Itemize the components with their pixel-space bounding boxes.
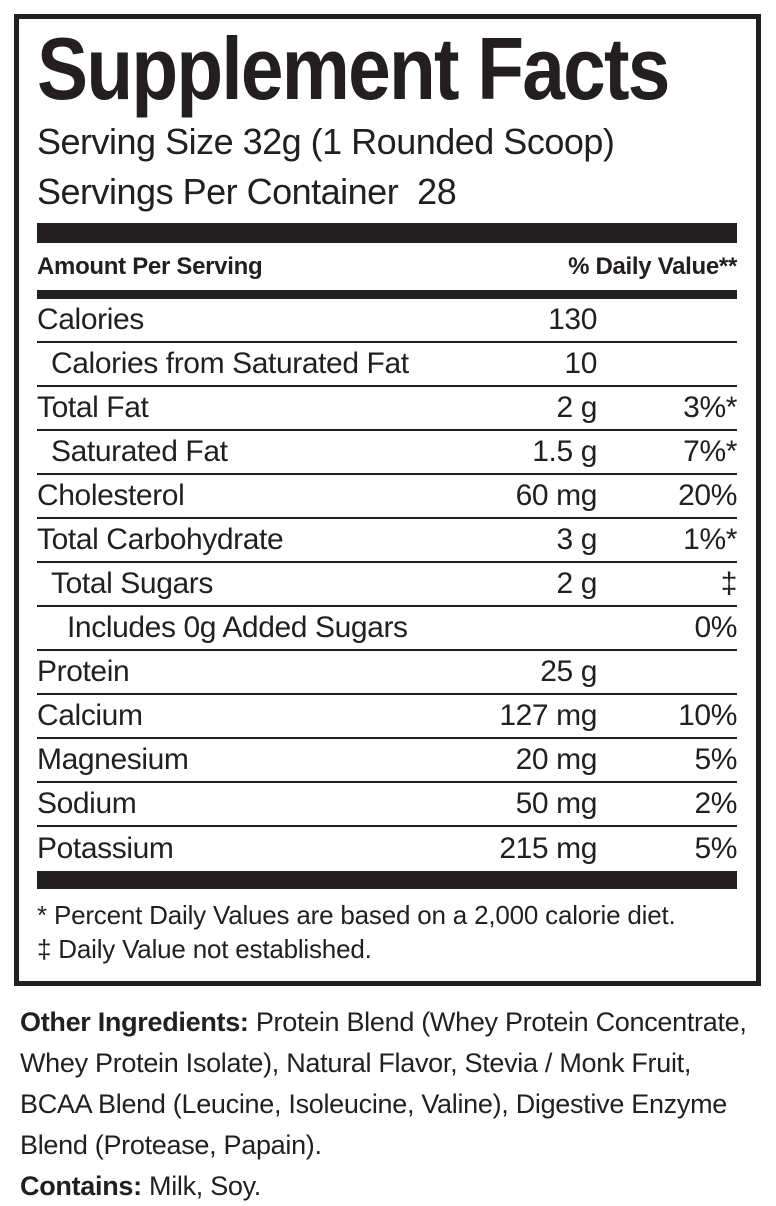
nutrient-name: Total Fat — [37, 391, 149, 424]
nutrient-row: Calories from Saturated Fat 10 — [37, 343, 737, 387]
nutrient-row: Total Fat 2 g 3%* — [37, 387, 737, 431]
other-ingredients-paragraph: Other Ingredients: Protein Blend (Whey P… — [20, 1002, 756, 1166]
nutrient-name: Protein — [37, 655, 130, 688]
ingredients-section: Other Ingredients: Protein Blend (Whey P… — [20, 1002, 756, 1206]
nutrient-name: Calcium — [37, 699, 143, 732]
nutrient-name: Total Carbohydrate — [37, 523, 284, 556]
nutrient-amount: 20 mg — [515, 743, 598, 776]
nutrient-row: Calories 130 — [37, 299, 737, 343]
nutrient-amount: 60 mg — [515, 479, 598, 512]
nutrient-row: Includes 0g Added Sugars 0% — [37, 607, 737, 651]
nutrient-row: Protein 25 g — [37, 651, 737, 695]
nutrient-row: Magnesium 20 mg 5% — [37, 739, 737, 783]
nutrient-name: Sodium — [37, 787, 137, 820]
divider-medium — [37, 290, 737, 299]
nutrient-name: Total Sugars — [51, 567, 213, 600]
nutrient-name: Calories — [37, 303, 144, 336]
nutrient-daily-value: 2% — [694, 787, 737, 820]
supplement-facts-panel: Supplement Facts Serving Size 32g (1 Rou… — [14, 14, 761, 986]
footnotes: * Percent Daily Values are based on a 2,… — [37, 889, 737, 981]
nutrient-daily-value: ‡ — [720, 567, 738, 600]
nutrient-amount: 10 — [564, 347, 597, 380]
footnote-percent-daily-values: * Percent Daily Values are based on a 2,… — [37, 900, 676, 930]
nutrient-amount: 2 g — [556, 391, 597, 424]
nutrient-name: Calories from Saturated Fat — [51, 347, 409, 380]
nutrient-amount: 50 mg — [515, 787, 598, 820]
contains-text: Milk, Soy. — [141, 1171, 262, 1201]
contains-label: Contains: — [20, 1171, 142, 1201]
panel-title: Supplement Facts — [37, 19, 670, 118]
column-header-row: Amount Per Serving % Daily Value** — [37, 243, 737, 290]
divider-thick-bottom — [37, 871, 737, 889]
nutrient-row: Cholesterol 60 mg 20% — [37, 475, 737, 519]
serving-size-line: Serving Size 32g (1 Rounded Scoop) — [37, 121, 615, 162]
nutrient-rows: Calories 130 Calories from Saturated Fat… — [37, 299, 737, 871]
nutrient-amount: 25 g — [540, 655, 597, 688]
other-ingredients-text: Protein Blend (Whey Protein Concentrate,… — [20, 1007, 747, 1160]
nutrient-amount: 130 — [548, 303, 597, 336]
footnote-daily-value-not-established: ‡ Daily Value not established. — [37, 934, 372, 964]
divider-thick-top — [37, 223, 737, 243]
nutrient-daily-value: 5% — [694, 832, 737, 865]
nutrient-name: Includes 0g Added Sugars — [67, 611, 408, 644]
nutrient-daily-value: 10% — [678, 699, 737, 732]
other-ingredients-label: Other Ingredients: — [20, 1007, 249, 1037]
column-header-daily-value: % Daily Value** — [568, 253, 737, 280]
nutrient-row: Total Sugars 2 g ‡ — [37, 563, 737, 607]
nutrient-daily-value: 3%* — [683, 391, 737, 424]
nutrient-row: Potassium 215 mg 5% — [37, 827, 737, 871]
nutrient-amount: 215 mg — [499, 832, 597, 865]
nutrient-amount: 127 mg — [499, 699, 597, 732]
nutrient-daily-value: 5% — [694, 743, 737, 776]
nutrient-amount: 3 g — [556, 523, 597, 556]
nutrient-daily-value: 1%* — [683, 523, 737, 556]
nutrient-amount: 1.5 g — [532, 435, 597, 468]
nutrient-row: Sodium 50 mg 2% — [37, 783, 737, 827]
nutrient-row: Total Carbohydrate 3 g 1%* — [37, 519, 737, 563]
nutrient-amount: 2 g — [556, 567, 597, 600]
nutrient-daily-value: 0% — [694, 611, 737, 644]
contains-paragraph: Contains: Milk, Soy. — [20, 1166, 756, 1206]
nutrient-name: Potassium — [37, 832, 174, 865]
column-header-amount-per-serving: Amount Per Serving — [37, 253, 263, 280]
servings-per-container-line: Servings Per Container 28 — [37, 171, 457, 212]
nutrient-name: Cholesterol — [37, 479, 185, 512]
nutrient-name: Saturated Fat — [51, 435, 228, 468]
nutrient-name: Magnesium — [37, 743, 189, 776]
nutrient-daily-value: 20% — [678, 479, 737, 512]
nutrient-daily-value: 7%* — [683, 435, 737, 468]
nutrient-row: Saturated Fat 1.5 g 7%* — [37, 431, 737, 475]
nutrient-row: Calcium 127 mg 10% — [37, 695, 737, 739]
